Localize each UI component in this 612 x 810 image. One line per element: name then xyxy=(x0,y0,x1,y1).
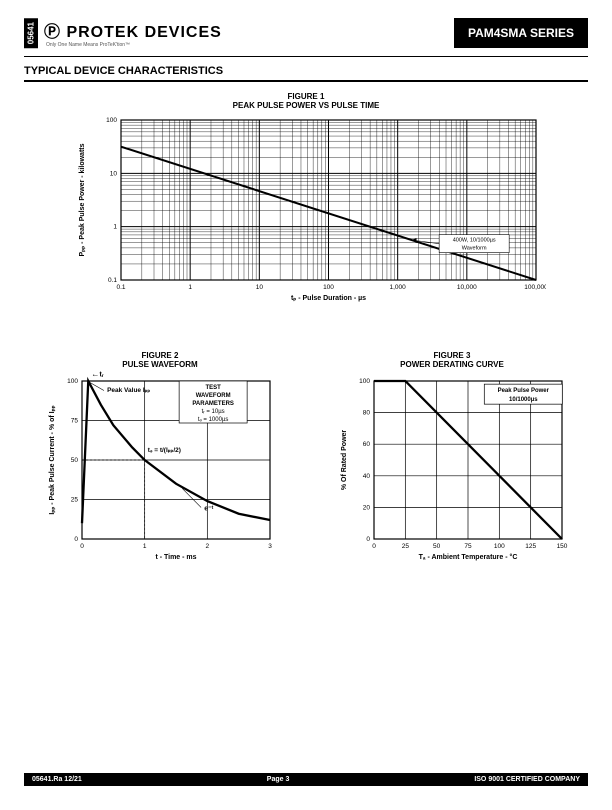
svg-text:0: 0 xyxy=(372,543,376,550)
series-title: PAM4SMA SERIES xyxy=(454,18,588,48)
svg-text:10: 10 xyxy=(256,284,264,291)
footer-center: Page 3 xyxy=(267,776,290,783)
footer: 05641.Ra 12/21 Page 3 ISO 9001 CERTIFIED… xyxy=(24,773,588,786)
svg-text:2: 2 xyxy=(206,543,210,550)
fig3-title: FIGURE 3 xyxy=(332,351,572,360)
svg-text:tₔ = t/(Iₚₚ/2): tₔ = t/(Iₚₚ/2) xyxy=(148,447,181,454)
svg-text:0: 0 xyxy=(74,536,78,543)
svg-text:1: 1 xyxy=(113,224,117,231)
fig2-chart: 0 1 2 3 0 25 50 75 100 ←tᵣ Peak Value Iₚₚ tₔ = t/(I… xyxy=(40,369,280,569)
svg-text:50: 50 xyxy=(433,543,441,550)
figure-3: FIGURE 3 POWER DERATING CURVE 0 25 50 75 100… xyxy=(332,351,572,574)
figure-1: FIGURE 1 PEAK PULSE POWER VS PULSE TIME … xyxy=(66,92,546,315)
svg-text:TEST: TEST xyxy=(205,385,221,391)
svg-text:150: 150 xyxy=(557,543,568,550)
svg-text:100: 100 xyxy=(494,543,505,550)
svg-text:1: 1 xyxy=(188,284,192,291)
svg-text:tᵣ: tᵣ xyxy=(100,372,104,379)
svg-text:Peak Pulse Power: Peak Pulse Power xyxy=(498,388,550,394)
svg-text:Waveform: Waveform xyxy=(462,246,487,252)
svg-text:0.1: 0.1 xyxy=(116,284,125,291)
svg-text:10: 10 xyxy=(110,171,118,178)
svg-text:Tₐ - Ambient Temperature - °C: Tₐ - Ambient Temperature - °C xyxy=(419,553,518,561)
svg-text:Iₚₚ - Peak Pulse Current - % o: Iₚₚ - Peak Pulse Current - % of Iₚₚ xyxy=(49,406,56,515)
section-title: TYPICAL DEVICE CHARACTERISTICS xyxy=(24,65,588,82)
svg-text:1: 1 xyxy=(143,543,147,550)
logo-name: PROTEK DEVICES xyxy=(66,24,221,41)
svg-text:50: 50 xyxy=(71,457,79,464)
header: 05641 Ⓟ PROTEK DEVICES Only One Name Mea… xyxy=(24,18,588,48)
logo-tagline: Only One Name Means ProTeK'tion™ xyxy=(46,42,222,48)
svg-text:3: 3 xyxy=(268,543,272,550)
svg-text:100: 100 xyxy=(106,117,117,124)
fig1-subtitle: PEAK PULSE POWER VS PULSE TIME xyxy=(66,101,546,110)
figure-2: FIGURE 2 PULSE WAVEFORM 01230255075100←t… xyxy=(40,351,280,574)
svg-text:25: 25 xyxy=(402,543,410,550)
svg-text:400W, 10/1000µs: 400W, 10/1000µs xyxy=(453,238,496,244)
svg-text:0: 0 xyxy=(80,543,84,550)
svg-text:Peak Value Iₚₚ: Peak Value Iₚₚ xyxy=(107,387,150,394)
fig3-subtitle: POWER DERATING CURVE xyxy=(332,360,572,369)
svg-text:100,000: 100,000 xyxy=(524,284,546,291)
svg-text:20: 20 xyxy=(363,505,371,512)
fig1-title: FIGURE 1 xyxy=(66,92,546,101)
svg-text:40: 40 xyxy=(363,473,371,480)
fig2-title: FIGURE 2 xyxy=(40,351,280,360)
svg-text:1,000: 1,000 xyxy=(390,284,407,291)
svg-text:tₚ - Pulse Duration - µs: tₚ - Pulse Duration - µs xyxy=(291,295,366,302)
logo-text: Ⓟ PROTEK DEVICES xyxy=(44,24,222,41)
svg-text:100: 100 xyxy=(67,378,78,385)
svg-text:80: 80 xyxy=(363,410,371,417)
svg-text:←: ← xyxy=(91,370,99,379)
svg-text:e⁻ᵗ: e⁻ᵗ xyxy=(204,506,214,513)
svg-text:WAVEFORM: WAVEFORM xyxy=(196,393,231,399)
svg-text:t - Time - ms: t - Time - ms xyxy=(155,554,196,561)
svg-text:tᵣ = 10µs: tᵣ = 10µs xyxy=(202,409,225,415)
footer-right: ISO 9001 CERTIFIED COMPANY xyxy=(474,776,580,783)
svg-text:60: 60 xyxy=(363,441,371,448)
svg-text:75: 75 xyxy=(464,543,472,550)
header-rule xyxy=(24,56,588,57)
footer-left: 05641.Ra 12/21 xyxy=(32,776,82,783)
svg-text:25: 25 xyxy=(71,497,79,504)
svg-text:Pₚₚ - Peak Pulse Power - kilow: Pₚₚ - Peak Pulse Power - kilowatts xyxy=(79,144,86,257)
fig2-subtitle: PULSE WAVEFORM xyxy=(40,360,280,369)
svg-text:PARAMETERS: PARAMETERS xyxy=(192,401,234,407)
svg-text:100: 100 xyxy=(359,378,370,385)
fig3-chart: 0 25 50 75 100 125 150 0 20 40 60 80 100 Peak Pulse P… xyxy=(332,369,572,569)
doc-id: 05641 xyxy=(24,18,38,48)
logo-area: Ⓟ PROTEK DEVICES Only One Name Means Pro… xyxy=(38,18,454,48)
svg-text:100: 100 xyxy=(323,284,334,291)
svg-text:% Of Rated Power: % Of Rated Power xyxy=(341,430,348,491)
svg-text:125: 125 xyxy=(525,543,536,550)
svg-text:0.1: 0.1 xyxy=(108,277,117,284)
svg-text:10,000: 10,000 xyxy=(457,284,477,291)
svg-text:75: 75 xyxy=(71,418,79,425)
svg-text:10/1000µs: 10/1000µs xyxy=(509,397,538,403)
fig1-chart: 0.1 1 10 100 1,000 10,000 100,000 0.1 1 10 100 400W… xyxy=(66,110,546,310)
svg-text:tₔ = 1000µs: tₔ = 1000µs xyxy=(198,417,229,423)
svg-text:0: 0 xyxy=(366,536,370,543)
